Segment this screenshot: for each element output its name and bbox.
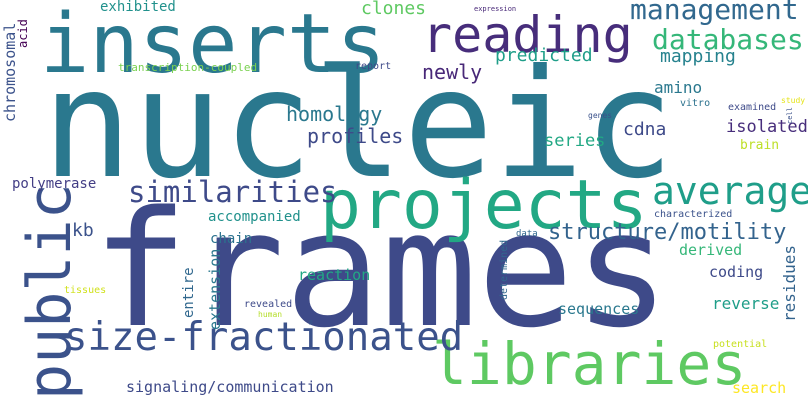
word-signaling-communication: signaling/communication [126, 378, 334, 396]
word-predicted: predicted [495, 45, 593, 66]
word-amino: amino [654, 78, 703, 97]
word-report: report [355, 61, 392, 72]
word-brain: brain [740, 138, 780, 153]
word-genes: genes [588, 111, 613, 120]
word-libraries: libraries [432, 330, 747, 398]
word-tissues: tissues [64, 285, 107, 296]
word-determined: determined [499, 239, 510, 300]
word-revealed: revealed [244, 299, 293, 310]
word-reading: reading [422, 6, 633, 64]
word-residues: residues [780, 244, 799, 322]
word-vitro: vitro [680, 98, 711, 109]
word-projects: projects [320, 166, 648, 245]
word-chain: chain [210, 231, 253, 247]
word-inserts: inserts [40, 0, 386, 92]
word-characterized: characterized [654, 209, 733, 220]
word-examined: examined [728, 102, 777, 113]
word-search: search [732, 379, 787, 397]
word-size-fractionated: size-fractionated [64, 315, 464, 360]
word-accompanied: accompanied [208, 209, 301, 225]
word-transcription-coupled: transcription-coupled [118, 61, 258, 74]
word-average: average [652, 169, 808, 213]
word-extension: extension [206, 248, 224, 330]
word-cell: cell [786, 107, 794, 124]
word-entire: entire [181, 267, 197, 318]
word-isolated: isolated [726, 117, 808, 137]
word-mapping: mapping [660, 46, 736, 67]
word-clones: clones [361, 0, 427, 19]
word-coding: coding [709, 263, 764, 281]
word-potential: potential [713, 339, 768, 350]
word-management: management [630, 0, 799, 26]
word-polymerase: polymerase [12, 176, 97, 192]
word-reverse: reverse [712, 294, 780, 313]
word-human: human [258, 310, 283, 319]
word-homology: homology [286, 102, 383, 126]
word-frames: frames [92, 176, 670, 363]
word-reaction: reaction [298, 266, 371, 284]
word-structure-motility: structure/motility [548, 220, 787, 245]
word-kb: kb [72, 220, 94, 241]
word-exhibited: exhibited [100, 0, 176, 15]
word-study: study [781, 96, 806, 105]
word-cdna: cdna [623, 119, 667, 140]
word-newly: newly [422, 60, 483, 84]
word-acid: acid [16, 19, 30, 48]
word-profiles: profiles [307, 124, 404, 148]
word-data: data [516, 229, 538, 239]
word-sequences: sequences [558, 300, 640, 318]
word-databases: databases [652, 23, 804, 56]
word-derived: derived [679, 241, 743, 259]
word-series: series [544, 131, 606, 151]
word-expression: expression [474, 5, 517, 13]
word-nucleic: nucleic [42, 38, 675, 212]
word-similarities: similarities [128, 175, 338, 209]
